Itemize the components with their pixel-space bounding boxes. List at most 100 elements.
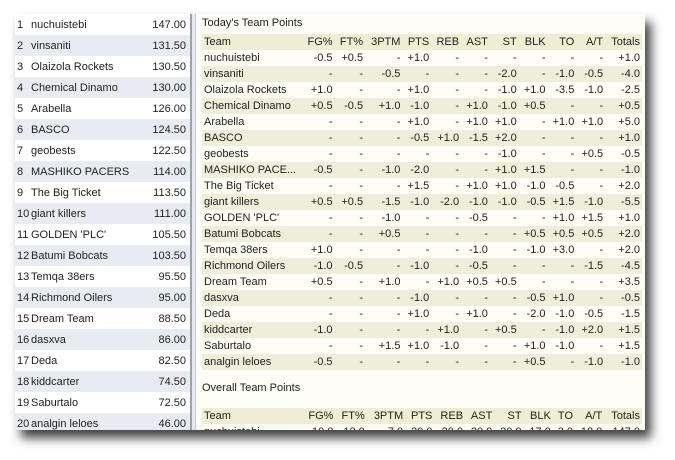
standings-row[interactable]: 10 giant killers 111.00 xyxy=(15,203,190,224)
standings-row[interactable]: 14 Richmond Oilers 95.00 xyxy=(15,287,190,308)
value-cell: +2.0 xyxy=(581,324,604,336)
standings-row[interactable]: 4 Chemical Dinamo 130.00 xyxy=(15,77,190,98)
value-cell: -1.0 xyxy=(313,260,333,272)
standings-row[interactable]: 15 Dream Team 88.50 xyxy=(15,308,190,329)
standings-row[interactable]: 12 Batumi Bobcats 103.50 xyxy=(15,245,190,266)
column-header[interactable]: PTS xyxy=(407,36,430,48)
value-cell: -0.5 xyxy=(313,356,333,368)
column-header[interactable]: FG% xyxy=(307,36,333,48)
value-cell: - xyxy=(425,356,430,368)
today-title: Today's Team Points xyxy=(202,17,303,29)
value-cell: +1.0 xyxy=(437,324,460,336)
table-row: The Big Ticket - - - +1.5- +1.0 +1.0 -1.0 -0.5- +… xyxy=(202,178,642,194)
column-header[interactable]: PTS xyxy=(411,410,433,422)
value-cell: - xyxy=(359,292,364,304)
value-cell: - xyxy=(455,68,460,80)
standings-row[interactable]: 2 vinsaniti 131.50 xyxy=(15,35,190,56)
value-cell: - xyxy=(359,356,364,368)
column-header[interactable]: FT% xyxy=(339,36,364,48)
column-header[interactable]: Team xyxy=(204,36,231,48)
value-cell: - xyxy=(570,164,575,176)
column-header[interactable]: Totals xyxy=(611,410,640,422)
column-header[interactable]: 3PTM xyxy=(371,36,401,48)
value-cell: - xyxy=(396,148,401,160)
value-cell: +1.0 xyxy=(407,340,430,352)
value-cell: +5.0 xyxy=(618,116,640,128)
value-cell: - xyxy=(541,260,546,272)
table-row: nuchuistebi10.012.07.020.020.020.020.017… xyxy=(202,424,642,430)
value-cell: +1.0 xyxy=(466,180,488,192)
team-cell: geobests xyxy=(204,148,249,160)
standings-row[interactable]: 5 Arabella 126.00 xyxy=(15,98,190,119)
value-cell: -5.5 xyxy=(621,196,640,208)
column-header[interactable]: AST xyxy=(466,36,488,48)
rank: 12 xyxy=(17,249,30,262)
team-points: 95.00 xyxy=(158,291,186,304)
header-row: Team FG% FT% 3PTM PTS REB AST ST BLK TO A/T Totals xyxy=(202,34,642,50)
standings-row[interactable]: 20 analgin leloes 46.00 xyxy=(15,413,190,430)
column-header[interactable]: ST xyxy=(502,36,517,48)
value-cell: - xyxy=(359,244,364,256)
value-cell: - xyxy=(484,148,488,160)
standings-row[interactable]: 8 MASHIKO PACERS 114.00 xyxy=(15,161,190,182)
value-cell: - xyxy=(599,340,604,352)
column-header[interactable]: TO xyxy=(559,36,575,48)
rank: 10 xyxy=(17,207,30,220)
standings-row[interactable]: 17 Deda 82.50 xyxy=(15,350,190,371)
value-cell: - xyxy=(513,356,517,368)
column-header[interactable]: FG% xyxy=(308,410,334,422)
column-header[interactable]: Totals xyxy=(611,36,640,48)
standings-row[interactable]: 6 BASCO 124.50 xyxy=(15,119,190,140)
value-cell: +1.0 xyxy=(407,116,430,128)
team-name: Temqa 38ers xyxy=(31,270,95,283)
team-cell: Batumi Bobcats xyxy=(204,228,282,240)
value-cell: +1.0 xyxy=(523,84,546,96)
team-points: 126.00 xyxy=(152,102,186,115)
table-row: analgin leloes -0.5- - - - - - +0.5- -1.0 -1.0 xyxy=(202,354,642,370)
column-header[interactable]: Team xyxy=(204,410,231,422)
column-header[interactable]: REB xyxy=(436,36,460,48)
team-cell: Saburtalo xyxy=(204,340,252,352)
team-cell: analgin leloes xyxy=(204,356,272,368)
value-cell: +0.5 xyxy=(341,196,364,208)
value-cell: +1.0 xyxy=(495,116,517,128)
standings-row[interactable]: 1 nuchuistebi 147.00 xyxy=(15,14,190,35)
value-cell: - xyxy=(541,116,546,128)
table-row: geobests - - - - - - -1.0- - +0.5 -0.5 xyxy=(202,146,642,162)
column-header[interactable]: A/T xyxy=(586,36,604,48)
value-cell: -2.0 xyxy=(497,68,517,80)
standings-row[interactable]: 11 GOLDEN 'PLC' 105.50 xyxy=(15,224,190,245)
table-row: nuchuistebi -0.5 +0.5- +1.0- - - - - - +1.0 xyxy=(202,50,642,66)
standings-row[interactable]: 19 Saburtalo 72.50 xyxy=(15,392,190,413)
column-header[interactable]: TO xyxy=(557,410,573,422)
value-cell: +3.0 xyxy=(552,244,575,256)
standings-row[interactable]: 3 Olaizola Rockets 130.50 xyxy=(15,56,190,77)
column-header[interactable]: REB xyxy=(440,410,464,422)
value-cell: - xyxy=(425,228,430,240)
standings-row[interactable]: 13 Temqa 38ers 95.50 xyxy=(15,266,190,287)
standings-row[interactable]: 16 dasxva 86.00 xyxy=(15,329,190,350)
column-header[interactable]: BLK xyxy=(524,36,546,48)
team-name: geobests xyxy=(31,144,76,157)
value-cell: 10.0 xyxy=(302,424,335,430)
value-cell: -2.0 xyxy=(410,164,430,176)
value-cell: - xyxy=(570,52,575,64)
column-header[interactable]: BLK xyxy=(530,410,551,422)
value-cell: - xyxy=(484,356,488,368)
standings-row[interactable]: 18 kiddcarter 74.50 xyxy=(15,371,190,392)
standings-row[interactable]: 9 The Big Ticket 113.50 xyxy=(15,182,190,203)
column-header[interactable]: AST xyxy=(470,410,493,422)
panel-splitter[interactable] xyxy=(190,14,196,430)
value-cell: +1.0 xyxy=(437,276,460,288)
value-cell: - xyxy=(484,164,488,176)
column-header[interactable]: 3PTM xyxy=(373,410,404,422)
column-header[interactable]: A/T xyxy=(585,410,603,422)
team-name: Batumi Bobcats xyxy=(31,249,109,262)
value-cell: - xyxy=(425,148,430,160)
team-points: 46.00 xyxy=(158,417,186,430)
value-cell: +0.5 xyxy=(378,228,401,240)
table-row: Deda - - - +1.0- +1.0- -2.0 -1.0 -0.5 -1.5 xyxy=(202,306,642,322)
column-header[interactable]: FT% xyxy=(341,410,365,422)
standings-row[interactable]: 7 geobests 122.50 xyxy=(15,140,190,161)
column-header[interactable]: ST xyxy=(507,410,522,422)
